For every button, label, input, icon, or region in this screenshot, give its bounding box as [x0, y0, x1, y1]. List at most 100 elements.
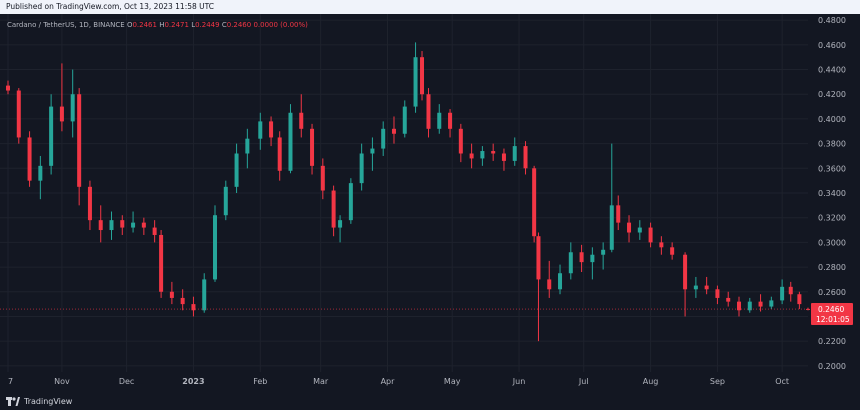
candle-body	[16, 90, 21, 138]
candle-body	[609, 205, 614, 250]
price-chart[interactable]: 0.4800 0.4600 0.4400 0.4200 0.4000 0.3800 0.36…	[0, 14, 860, 392]
footer: TradingView	[0, 392, 860, 410]
candle-body	[359, 153, 364, 184]
candle-body	[413, 57, 418, 107]
candle-body	[109, 220, 114, 231]
candle-body	[670, 247, 675, 255]
y-tick-label: 0.4400	[818, 66, 846, 75]
x-tick-label: Jul	[578, 377, 589, 386]
high-label: H	[159, 21, 165, 29]
symbol-legend: Cardano / TetherUS, 1D, BINANCE O0.2461 …	[7, 21, 308, 29]
candle-body	[659, 242, 664, 248]
candle-body	[683, 254, 688, 290]
candle-body	[213, 215, 218, 280]
candle-body	[98, 220, 103, 231]
candle-body	[426, 94, 431, 129]
y-tick-label: 0.2600	[818, 288, 846, 297]
candle-body	[558, 273, 563, 290]
x-tick-label: 7	[8, 377, 13, 386]
candle-body	[568, 252, 573, 274]
candle-body	[180, 297, 185, 305]
x-tick-label: May	[444, 377, 461, 386]
candle-body	[726, 297, 731, 302]
candle-body	[747, 301, 752, 311]
candle-body	[590, 254, 595, 263]
candle-body	[131, 222, 136, 228]
candle-body	[797, 294, 802, 305]
candle-body	[6, 85, 10, 91]
candle-body	[299, 112, 304, 129]
candle-body	[437, 112, 442, 129]
candle-body	[637, 227, 642, 233]
x-tick-label: Apr	[381, 377, 396, 386]
candle-body	[758, 301, 763, 307]
low-value: 0.2449	[195, 21, 220, 29]
y-tick-label: 0.2200	[818, 337, 846, 346]
x-tick-label: Feb	[253, 377, 267, 386]
candle-body	[391, 128, 396, 134]
current-price-box	[811, 303, 853, 326]
candle-body	[501, 153, 506, 161]
close-label: C	[221, 21, 227, 29]
candle-body	[258, 121, 263, 139]
close-value: 0.2460	[226, 21, 252, 29]
current-price-value: 0.2460	[818, 305, 844, 314]
candle-body	[780, 286, 785, 301]
candle-body	[331, 190, 336, 228]
candle-body	[458, 128, 463, 154]
candle-body	[234, 153, 239, 187]
candle-body	[348, 183, 353, 221]
x-axis: 7 Nov Dec 2023 Feb Mar Apr May Jun Jul Aug Sep Oct	[8, 377, 789, 386]
candle-body	[648, 227, 653, 243]
candle-body	[715, 289, 720, 298]
candle-body	[38, 165, 43, 181]
low-label: L	[191, 21, 196, 29]
candle-body	[420, 57, 425, 95]
x-tick-label: Mar	[313, 377, 329, 386]
candle-body	[693, 285, 698, 290]
y-tick-label: 0.3000	[818, 238, 846, 247]
y-tick-label: 0.3200	[818, 214, 846, 223]
y-tick-label: 0.3400	[818, 189, 846, 198]
y-tick-label: 0.4600	[818, 41, 846, 50]
candle-body	[469, 153, 474, 159]
candle-body	[320, 165, 325, 191]
candle-body	[736, 301, 741, 311]
y-tick-label: 0.4800	[818, 16, 846, 25]
open-label: O	[126, 21, 133, 29]
x-tick-label: Nov	[54, 377, 70, 386]
y-tick-label: 0.2000	[818, 362, 846, 371]
candle-body	[288, 112, 293, 171]
candle-body	[532, 168, 537, 237]
candle-body	[269, 121, 274, 138]
candle-body	[536, 236, 541, 280]
candle-body	[480, 151, 485, 159]
candle-body	[27, 137, 32, 181]
published-banner: Published on TradingView.com, Oct 13, 20…	[0, 0, 860, 14]
candle-body	[402, 106, 407, 134]
y-tick-label: 0.3600	[818, 164, 846, 173]
change-value: 0.0000 (0.00%)	[253, 21, 308, 29]
x-tick-label: 2023	[182, 377, 204, 386]
candle-body	[806, 308, 810, 310]
candle-body	[49, 106, 54, 166]
x-tick-label: Sep	[710, 377, 725, 386]
y-tick-label: 0.3800	[818, 140, 846, 149]
candle-body	[152, 227, 157, 235]
candle-body	[191, 304, 196, 311]
candle-body	[169, 291, 174, 298]
candle-body	[310, 128, 315, 166]
candle-body	[523, 146, 528, 169]
candles	[6, 42, 810, 342]
candle-body	[141, 222, 146, 228]
x-tick-label: Dec	[119, 377, 134, 386]
candle-body	[547, 279, 552, 290]
candle-body	[370, 148, 375, 154]
candle-body	[448, 112, 453, 129]
footer-brand: TradingView	[24, 396, 73, 406]
high-value: 0.2471	[164, 21, 189, 29]
candle-body	[491, 151, 496, 154]
y-tick-label: 0.4000	[818, 115, 846, 124]
candle-body	[616, 205, 621, 223]
